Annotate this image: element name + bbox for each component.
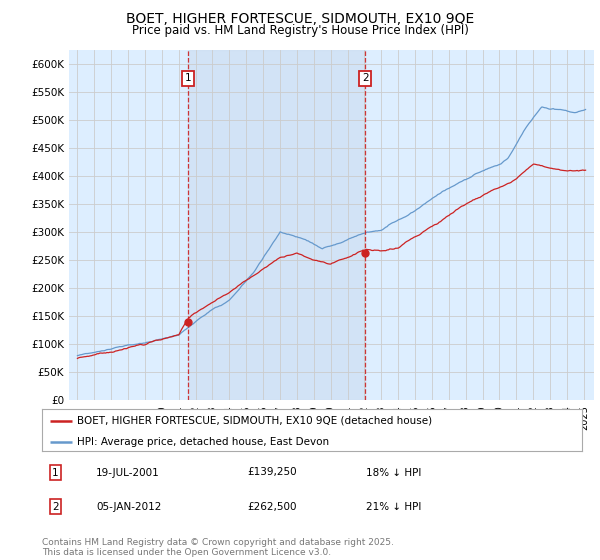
Text: 2: 2 <box>362 73 368 83</box>
Text: 19-JUL-2001: 19-JUL-2001 <box>96 468 160 478</box>
Text: £262,500: £262,500 <box>247 502 296 512</box>
Text: 1: 1 <box>185 73 191 83</box>
Text: 1: 1 <box>52 468 59 478</box>
Text: BOET, HIGHER FORTESCUE, SIDMOUTH, EX10 9QE (detached house): BOET, HIGHER FORTESCUE, SIDMOUTH, EX10 9… <box>77 416 432 426</box>
Text: 21% ↓ HPI: 21% ↓ HPI <box>366 502 421 512</box>
Text: 2: 2 <box>52 502 59 512</box>
Text: HPI: Average price, detached house, East Devon: HPI: Average price, detached house, East… <box>77 437 329 446</box>
Text: Contains HM Land Registry data © Crown copyright and database right 2025.
This d: Contains HM Land Registry data © Crown c… <box>42 538 394 557</box>
Text: Price paid vs. HM Land Registry's House Price Index (HPI): Price paid vs. HM Land Registry's House … <box>131 24 469 36</box>
Text: 05-JAN-2012: 05-JAN-2012 <box>96 502 161 512</box>
Text: 18% ↓ HPI: 18% ↓ HPI <box>366 468 421 478</box>
Bar <box>188 50 365 400</box>
Text: BOET, HIGHER FORTESCUE, SIDMOUTH, EX10 9QE: BOET, HIGHER FORTESCUE, SIDMOUTH, EX10 9… <box>126 12 474 26</box>
Text: £139,250: £139,250 <box>247 468 297 478</box>
